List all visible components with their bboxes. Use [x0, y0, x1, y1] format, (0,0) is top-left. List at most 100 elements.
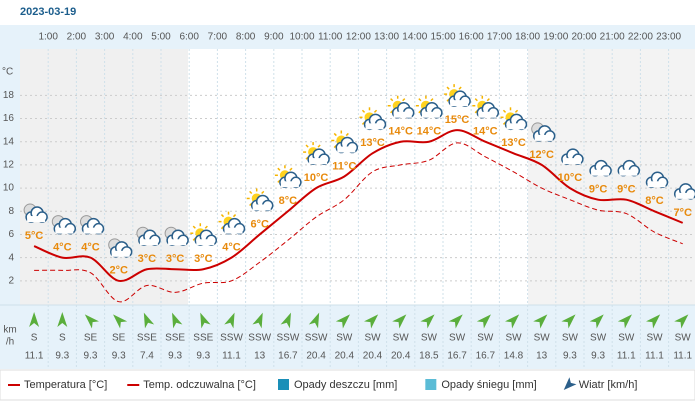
cloud-base: [196, 239, 215, 246]
y-tick-label: 6: [8, 229, 14, 240]
sun-ray: [220, 214, 225, 218]
temp-label: 4°C: [81, 242, 100, 254]
sun-ray: [502, 109, 507, 113]
wind-arrow: [172, 312, 183, 329]
wind-speed: 18.5: [419, 351, 439, 362]
wind-arrow: [308, 312, 320, 329]
legend-swatch: [278, 379, 289, 390]
hour-label: 7:00: [208, 32, 228, 43]
weather-icon: [23, 203, 48, 223]
hour-label: 3:00: [95, 32, 115, 43]
temp-label: 12°C: [529, 149, 554, 161]
hour-label: 11:00: [318, 32, 343, 43]
hour-label: 21:00: [600, 32, 625, 43]
wind-direction: SW: [364, 333, 381, 344]
weather-icon: [645, 171, 669, 189]
y-tick-label: 10: [3, 183, 15, 194]
cloud-base: [675, 192, 694, 199]
wind-direction: SSW: [248, 333, 271, 344]
wind-arrow: [200, 312, 211, 329]
hour-label: 22:00: [628, 32, 653, 43]
temp-label: 6°C: [250, 218, 269, 230]
weather-icon: [51, 215, 77, 235]
cloud-base: [55, 227, 74, 234]
hour-label: 6:00: [179, 32, 199, 43]
legend-wind-icon: [563, 377, 577, 390]
weather-icon: [673, 183, 695, 200]
hour-label: 20:00: [571, 32, 596, 43]
cloud-base: [591, 169, 610, 176]
wind-direction: SW: [534, 333, 551, 344]
legend-bg: [0, 369, 695, 401]
weather-icon: [108, 238, 133, 258]
cloud-base: [365, 123, 384, 130]
sun-ray: [289, 167, 293, 171]
y-tick-label: 14: [3, 136, 15, 147]
cloud-base: [27, 216, 46, 223]
temp-label: 4°C: [53, 242, 72, 254]
wind-arrow: [533, 314, 548, 329]
wind-speed: 11.1: [25, 351, 44, 362]
wind-direction: SW: [562, 333, 579, 344]
weather-icon: [164, 226, 189, 246]
hour-label: 12:00: [346, 32, 371, 43]
sun-ray: [261, 190, 265, 195]
weather-icon: [331, 130, 359, 154]
temp-label: 3°C: [166, 253, 185, 265]
weather-icon: [80, 215, 105, 235]
wind-arrow: [646, 314, 661, 329]
sun-ray: [390, 98, 394, 102]
temp-label: 13°C: [501, 137, 526, 149]
wind-arrow: [674, 314, 689, 329]
weather-icon: [589, 159, 612, 177]
weather-icon: [136, 226, 161, 246]
wind-speed: 11.1: [673, 351, 692, 362]
wind-arrow: [392, 314, 407, 329]
wind-direction: SW: [618, 333, 635, 344]
temperature-line: [33, 129, 684, 282]
temp-label: 10°C: [304, 172, 329, 184]
weather-icon: [190, 223, 218, 246]
cloud-base: [139, 239, 158, 246]
hour-label: 4:00: [123, 32, 143, 43]
wind-arrow: [113, 314, 128, 329]
temp-label: 14°C: [417, 126, 442, 138]
sun-ray: [305, 144, 309, 148]
y-tick-label: 12: [3, 160, 15, 171]
wind-speed: 9.3: [196, 351, 210, 362]
weather-icon: [444, 84, 471, 107]
night-bg: [20, 49, 188, 305]
cloud-base: [619, 169, 638, 176]
wind-speed: 9.3: [168, 351, 182, 362]
hour-label: 2:00: [67, 32, 87, 43]
cloud-base: [478, 111, 497, 118]
cloud-base: [450, 100, 469, 107]
y-tick-label: 16: [3, 113, 15, 124]
wind-arrow: [589, 314, 604, 329]
temp-label: 9°C: [617, 184, 636, 196]
wind-direction: SW: [646, 333, 663, 344]
cloud-base: [280, 181, 299, 188]
temp-label: 9°C: [589, 184, 608, 196]
sun-ray: [486, 98, 490, 102]
wind-direction: SW: [336, 333, 353, 344]
hour-label: 14:00: [402, 32, 427, 43]
y-unit: °C: [2, 67, 13, 78]
wind-direction: SSW: [220, 333, 243, 344]
wind-arrow: [57, 312, 68, 327]
date-title: 2023-03-19: [20, 6, 76, 18]
weather-icon: [500, 107, 528, 131]
wind-arrow: [84, 314, 99, 329]
weather-icon: [472, 95, 500, 119]
cloud-base: [506, 123, 525, 130]
wind-speed: 13: [536, 351, 548, 362]
wind-arrow: [280, 312, 291, 329]
hour-label: 18:00: [515, 32, 540, 43]
wind-direction: SW: [449, 333, 466, 344]
hour-label: 19:00: [543, 32, 568, 43]
sun-ray: [402, 98, 406, 102]
temp-label: 11°C: [332, 160, 356, 172]
weather-icon: [531, 122, 556, 142]
wind-speed: 20.4: [391, 351, 411, 362]
